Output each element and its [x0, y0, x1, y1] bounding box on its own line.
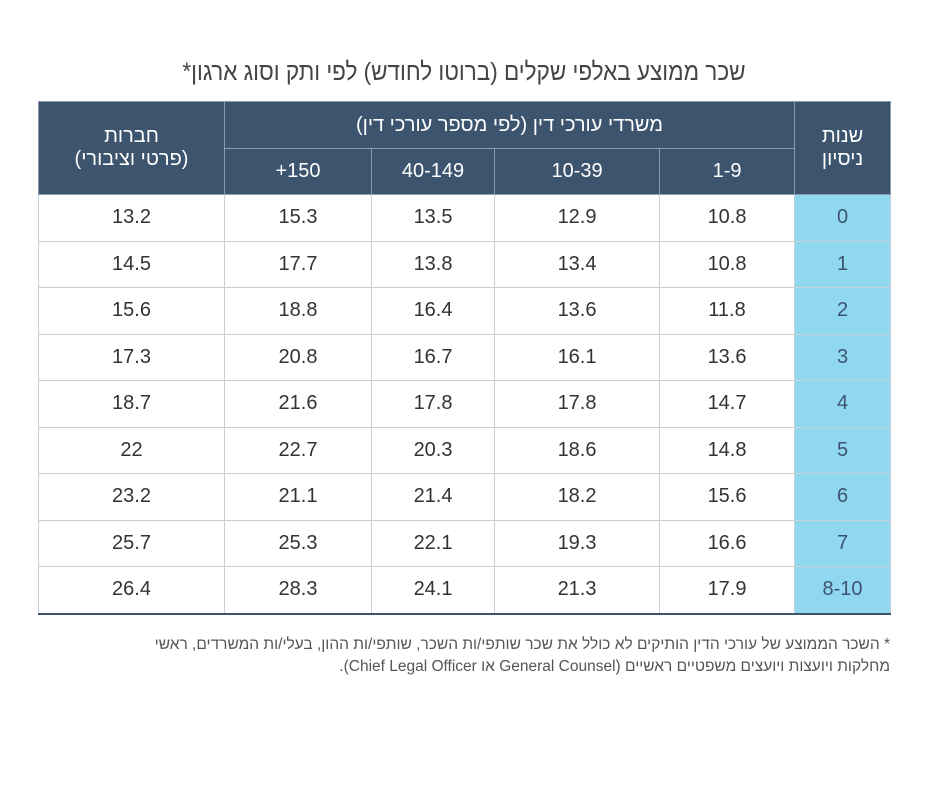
- value-cell: 17.3: [38, 333, 225, 381]
- value-cell: 18.6: [494, 426, 661, 474]
- years-cell: 5: [794, 426, 892, 474]
- value-cell: 19.3: [494, 519, 661, 567]
- value-cell: 22: [38, 426, 225, 474]
- table-row: 6 15.6 18.2 21.4 21.1 23.2: [38, 473, 892, 521]
- table-row: 0 10.8 12.9 13.5 15.3 13.2: [38, 194, 892, 242]
- header-companies: חברות (פרטי וציבורי): [38, 101, 225, 195]
- value-cell: 15.6: [38, 287, 225, 335]
- header-size-150-plus: 150+: [223, 148, 373, 195]
- header-size-40-149: 40-149: [371, 148, 496, 195]
- salary-table: שנות ניסיון משרדי עורכי דין (לפי מספר עו…: [38, 101, 892, 615]
- value-cell: 24.1: [371, 566, 496, 615]
- years-cell: 6: [794, 473, 892, 521]
- value-cell: 16.6: [659, 519, 796, 567]
- header-years-line1: שנות: [821, 125, 864, 147]
- value-cell: 20.3: [371, 426, 496, 474]
- value-cell: 26.4: [38, 566, 225, 615]
- value-cell: 18.8: [223, 287, 373, 335]
- value-cell: 12.9: [494, 194, 661, 242]
- years-cell: 0: [794, 194, 892, 242]
- value-cell: 13.4: [494, 240, 661, 288]
- value-cell: 22.1: [371, 519, 496, 567]
- value-cell: 13.6: [659, 333, 796, 381]
- header-size-10-39: 10-39: [494, 148, 661, 195]
- table-row: 4 14.7 17.8 17.8 21.6 18.7: [38, 380, 892, 428]
- value-cell: 15.6: [659, 473, 796, 521]
- table-row: 2 11.8 13.6 16.4 18.8 15.6: [38, 287, 892, 335]
- value-cell: 13.8: [371, 240, 496, 288]
- value-cell: 17.7: [223, 240, 373, 288]
- table-body: 0 10.8 12.9 13.5 15.3 13.2 1 10.8 13.4 13.8 17.7 14…: [38, 194, 892, 615]
- value-cell: 21.1: [223, 473, 373, 521]
- value-cell: 14.8: [659, 426, 796, 474]
- value-cell: 16.1: [494, 333, 661, 381]
- header-companies-line1: חברות: [104, 125, 159, 147]
- value-cell: 17.9: [659, 566, 796, 615]
- years-cell: 7: [794, 519, 892, 567]
- years-cell: 8-10: [794, 566, 892, 615]
- value-cell: 13.6: [494, 287, 661, 335]
- footnote-line-2: מחלקות ויועצות ויועצים משפטיים ראשיים (G…: [339, 658, 890, 675]
- value-cell: 16.4: [371, 287, 496, 335]
- table-row: 7 16.6 19.3 22.1 25.3 25.7: [38, 519, 892, 567]
- value-cell: 16.7: [371, 333, 496, 381]
- years-cell: 2: [794, 287, 892, 335]
- value-cell: 18.2: [494, 473, 661, 521]
- header-years: שנות ניסיון: [794, 101, 892, 195]
- value-cell: 25.7: [38, 519, 225, 567]
- value-cell: 10.8: [659, 240, 796, 288]
- value-cell: 14.7: [659, 380, 796, 428]
- value-cell: 10.8: [659, 194, 796, 242]
- table-row: 1 10.8 13.4 13.8 17.7 14.5: [38, 240, 892, 288]
- value-cell: 18.7: [38, 380, 225, 428]
- header-firms-group: משרדי עורכי דין (לפי מספר עורכי דין): [223, 101, 796, 149]
- years-cell: 3: [794, 333, 892, 381]
- value-cell: 21.4: [371, 473, 496, 521]
- footnote: * השכר הממוצע של עורכי הדין הותיקים לא כ…: [50, 634, 890, 678]
- footnote-line-1: * השכר הממוצע של עורכי הדין הותיקים לא כ…: [154, 636, 890, 653]
- value-cell: 15.3: [223, 194, 373, 242]
- table-row: 5 14.8 18.6 20.3 22.7 22: [38, 426, 892, 474]
- value-cell: 28.3: [223, 566, 373, 615]
- value-cell: 17.8: [494, 380, 661, 428]
- value-cell: 22.7: [223, 426, 373, 474]
- value-cell: 14.5: [38, 240, 225, 288]
- header-companies-line2: (פרטי וציבורי): [74, 148, 189, 170]
- value-cell: 21.6: [223, 380, 373, 428]
- years-cell: 1: [794, 240, 892, 288]
- value-cell: 13.2: [38, 194, 225, 242]
- years-cell: 4: [794, 380, 892, 428]
- value-cell: 23.2: [38, 473, 225, 521]
- value-cell: 21.3: [494, 566, 661, 615]
- header-years-line2: ניסיון: [821, 148, 864, 170]
- table-row: 3 13.6 16.1 16.7 20.8 17.3: [38, 333, 892, 381]
- value-cell: 25.3: [223, 519, 373, 567]
- value-cell: 11.8: [659, 287, 796, 335]
- value-cell: 20.8: [223, 333, 373, 381]
- value-cell: 17.8: [371, 380, 496, 428]
- header-size-1-9: 1-9: [659, 148, 796, 195]
- table-title: שכר ממוצע באלפי שקלים (ברוטו לחודש) לפי …: [182, 58, 746, 86]
- value-cell: 13.5: [371, 194, 496, 242]
- table-row: 8-10 17.9 21.3 24.1 28.3 26.4: [38, 566, 892, 615]
